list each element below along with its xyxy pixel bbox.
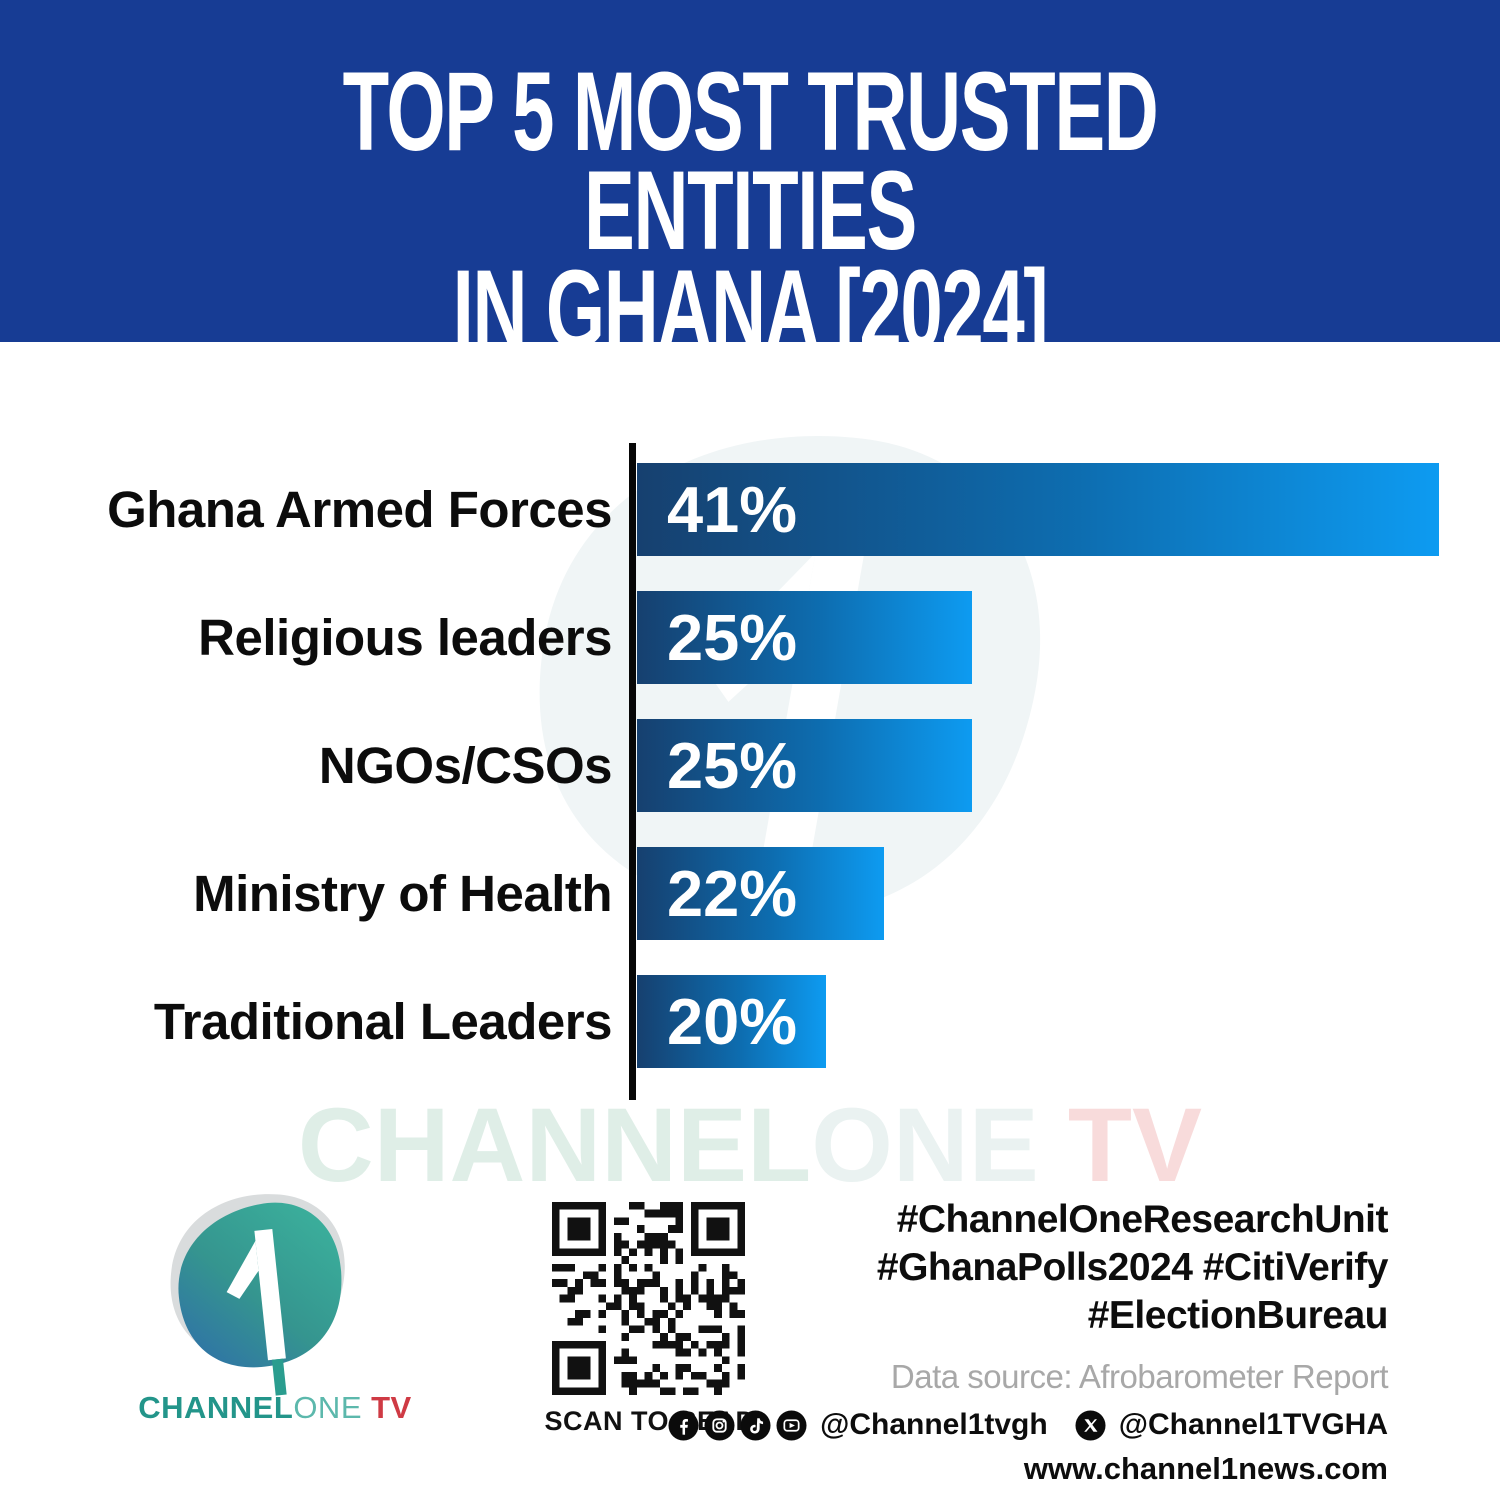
logo-wordmark-one: ONE — [293, 1390, 362, 1425]
data-source-note: Data source: Afrobarometer Report — [890, 1358, 1389, 1395]
instagram-icon[interactable] — [704, 1409, 735, 1441]
social-handle-x[interactable]: @Channel1TVGHA — [1118, 1408, 1388, 1441]
title-line-2: IN GHANA [2024] — [452, 247, 1049, 372]
bar-value-label: 22% — [667, 857, 798, 930]
hashtag-line-3: #ElectionBureau — [1087, 1294, 1389, 1337]
social-row: @Channel1tvgh @Channel1TVGHA — [668, 1408, 1388, 1442]
category-label: Ghana Armed Forces — [107, 481, 612, 538]
category-label: NGOs/CSOs — [318, 737, 613, 794]
youtube-icon[interactable] — [776, 1409, 807, 1441]
watermark-segment: ONE — [811, 1087, 1039, 1204]
qr-code[interactable] — [552, 1202, 745, 1395]
page-title: TOP 5 MOST TRUSTED ENTITIES IN GHANA [20… — [240, 49, 1260, 372]
logo-wordmark: CHANNELONE TV — [135, 1390, 415, 1426]
category-label: Ministry of Health — [193, 865, 612, 922]
hashtag-line-2: #GhanaPolls2024 #CitiVerify — [876, 1246, 1389, 1289]
bar-4: 22% — [637, 847, 884, 940]
social-iconset — [668, 1409, 807, 1441]
bar-1: 41% — [637, 463, 1439, 556]
watermark-channelone-tv: CHANNELONE TV — [0, 1086, 1500, 1206]
hashtag-line-1: #ChannelOneResearchUnit — [896, 1198, 1389, 1241]
tiktok-icon[interactable] — [740, 1409, 771, 1441]
y-axis-line — [629, 443, 636, 1100]
bar-3: 25% — [637, 719, 972, 812]
title-line-1: TOP 5 MOST TRUSTED ENTITIES — [342, 49, 1159, 273]
bar-5: 20% — [637, 975, 826, 1068]
header-banner: TOP 5 MOST TRUSTED ENTITIES IN GHANA [20… — [0, 0, 1500, 366]
bar-value-label: 25% — [667, 601, 798, 674]
watermark-segment: TV — [1038, 1087, 1203, 1204]
bar-value-label: 25% — [667, 729, 798, 802]
bar-2: 25% — [637, 591, 972, 684]
category-label: Traditional Leaders — [153, 993, 613, 1050]
facebook-icon[interactable] — [668, 1409, 699, 1441]
footer-right-column: #ChannelOneResearchUnit #GhanaPolls2024 … — [668, 1196, 1389, 1487]
bar-value-label: 20% — [667, 985, 798, 1058]
website-url[interactable]: www.channel1news.com — [1023, 1451, 1388, 1486]
watermark-segment: CHANNEL — [297, 1087, 812, 1204]
x-icon[interactable] — [1075, 1409, 1106, 1441]
bar-value-label: 41% — [667, 473, 798, 546]
category-label: Religious leaders — [198, 609, 612, 666]
social-handle-main[interactable]: @Channel1tvgh — [820, 1408, 1048, 1441]
channel-one-logo — [170, 1194, 345, 1396]
logo-wordmark-tv: TV — [371, 1390, 412, 1425]
logo-wordmark-channel: CHANNEL — [138, 1390, 294, 1425]
x-iconset — [1075, 1409, 1106, 1441]
